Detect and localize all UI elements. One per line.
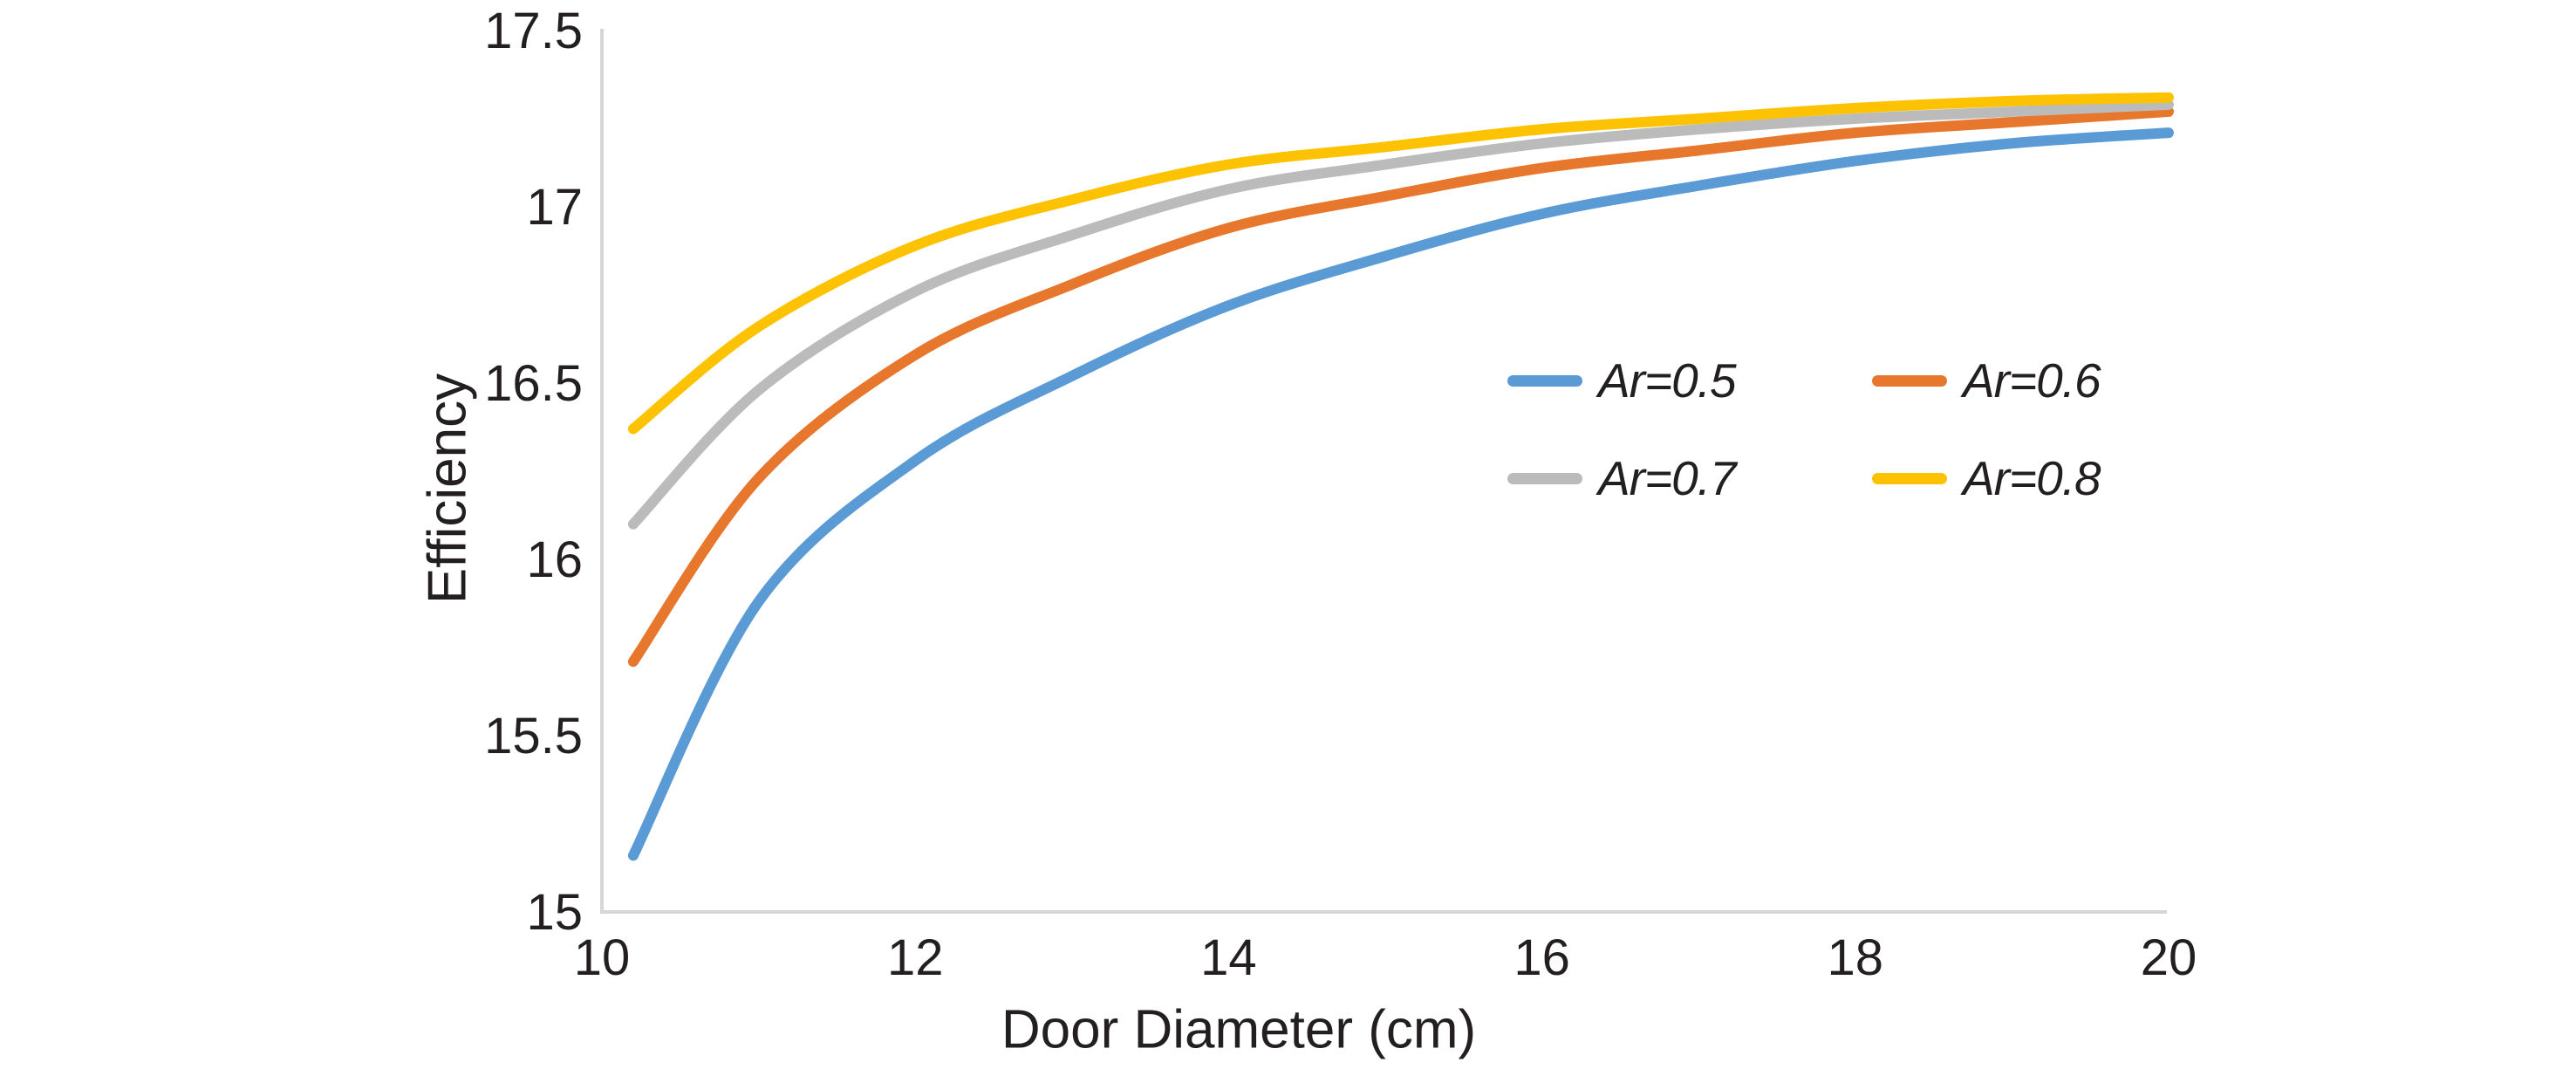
y-tick-label: 17 bbox=[526, 179, 583, 236]
legend-item-ar=0.8: Ar=0.8 bbox=[1872, 451, 2101, 505]
legend-label: Ar=0.7 bbox=[1598, 451, 1737, 505]
series-line-ar=0.6 bbox=[627, 106, 2174, 668]
legend-swatch-ar=0.8 bbox=[1872, 472, 1947, 484]
legend-item-ar=0.6: Ar=0.6 bbox=[1872, 353, 2101, 408]
legend-label: Ar=0.8 bbox=[1963, 451, 2101, 505]
series-line-ar=0.8 bbox=[627, 92, 2174, 435]
y-tick-label: 15 bbox=[526, 884, 583, 941]
y-tick-label: 16 bbox=[526, 531, 583, 588]
x-tick-label: 10 bbox=[574, 929, 631, 986]
x-tick-label: 12 bbox=[887, 929, 944, 986]
legend-item-ar=0.7: Ar=0.7 bbox=[1507, 451, 1872, 505]
x-axis-title: Door Diameter (cm) bbox=[1001, 999, 1477, 1060]
y-tick-label: 17.5 bbox=[484, 3, 583, 59]
legend-swatch-ar=0.5 bbox=[1507, 374, 1582, 387]
legend-swatch-ar=0.6 bbox=[1872, 374, 1947, 387]
y-tick-label: 16.5 bbox=[484, 355, 583, 412]
x-tick-label: 20 bbox=[2141, 929, 2197, 986]
legend-label: Ar=0.6 bbox=[1963, 353, 2101, 408]
series-line-ar=0.5 bbox=[627, 127, 2174, 861]
y-axis-title: Efficiency bbox=[417, 373, 478, 605]
legend-label: Ar=0.5 bbox=[1598, 353, 1737, 408]
legend: Ar=0.5 Ar=0.6 Ar=0.7 Ar=0.8 bbox=[1507, 353, 2101, 505]
series-line-ar=0.7 bbox=[627, 99, 2174, 530]
y-tick-label: 15.5 bbox=[484, 708, 583, 764]
legend-item-ar=0.5: Ar=0.5 bbox=[1507, 353, 1872, 408]
legend-swatch-ar=0.7 bbox=[1507, 472, 1582, 484]
x-tick-label: 16 bbox=[1513, 929, 1570, 986]
x-tick-label: 18 bbox=[1828, 929, 1884, 986]
x-tick-label: 14 bbox=[1200, 929, 1257, 986]
